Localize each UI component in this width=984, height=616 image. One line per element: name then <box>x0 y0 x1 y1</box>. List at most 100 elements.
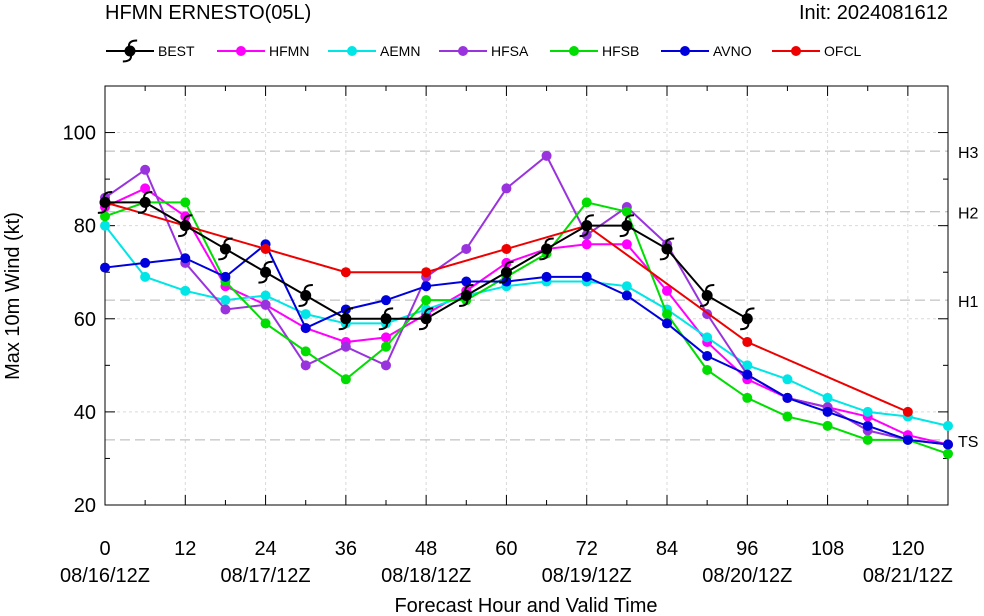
point-hfsa-18 <box>220 304 231 315</box>
series-group <box>97 150 953 459</box>
x-tick-label-120: 120 <box>891 538 924 560</box>
chart-title: HFMN ERNESTO(05L) <box>105 2 311 24</box>
legend-label-avno: AVNO <box>713 43 752 59</box>
x-tick-label-96: 96 <box>736 538 758 560</box>
legend-item-aemn: AEMN <box>328 43 420 59</box>
point-avno-120 <box>902 434 913 445</box>
point-ofcl-96 <box>742 337 753 348</box>
point-avno-72 <box>581 271 592 282</box>
legend-label-hfmn: HFMN <box>269 43 309 59</box>
point-avno-102 <box>782 392 793 403</box>
point-hfmn-78 <box>621 239 632 250</box>
x-tick-label-108: 108 <box>811 538 844 560</box>
legend-marker-best <box>122 39 138 63</box>
point-hfsb-12 <box>180 197 191 208</box>
x-tick-label-48: 48 <box>415 538 437 560</box>
point-hfsb-126 <box>943 448 953 459</box>
point-best-78 <box>619 214 635 238</box>
point-aemn-126 <box>943 420 953 431</box>
legend-label-hfsa: HFSA <box>491 43 529 59</box>
point-hfmn-42 <box>381 332 391 343</box>
point-hfsb-96 <box>742 392 753 403</box>
legend-marker-ofcl <box>791 46 801 56</box>
point-hfsb-108 <box>822 420 833 431</box>
point-best-90 <box>699 284 715 307</box>
point-aemn-18 <box>220 295 231 306</box>
date-label-0: 08/16/12Z <box>60 565 150 587</box>
x-tick-label-24: 24 <box>254 538 276 560</box>
point-best-60 <box>499 260 514 284</box>
point-ofcl-24 <box>260 243 271 254</box>
point-hfsa-60 <box>501 183 512 194</box>
point-avno-66 <box>541 271 552 282</box>
point-ofcl-36 <box>340 267 351 278</box>
point-avno-6 <box>140 257 151 268</box>
point-avno-126 <box>943 439 953 450</box>
axes: 0 12 24 36 48 60 72 84 96 108 120 08/16/12Z 08/17/12… <box>60 86 953 587</box>
legend-marker-hfmn <box>236 46 246 56</box>
point-aemn-108 <box>822 392 833 403</box>
point-best-48 <box>418 307 434 331</box>
point-best-0 <box>97 190 113 214</box>
point-hfsb-84 <box>662 309 672 320</box>
legend-item-hfsa: HFSA <box>439 43 529 59</box>
x-tick-label-12: 12 <box>174 538 196 560</box>
point-ofcl-120 <box>902 406 913 417</box>
legend-item-ofcl: OFCL <box>772 43 862 59</box>
point-hfsa-24 <box>260 299 271 310</box>
grid <box>104 86 948 506</box>
legend-item-hfsb: HFSB <box>550 43 639 59</box>
point-ofcl-48 <box>421 267 432 278</box>
legend-marker-avno <box>680 46 690 56</box>
point-aemn-0 <box>100 220 110 231</box>
point-hfsb-30 <box>300 346 311 357</box>
legend-marker-aemn <box>347 46 357 56</box>
series-line-aemn <box>104 225 949 427</box>
point-hfsb-48 <box>421 295 432 306</box>
point-best-24 <box>258 260 273 284</box>
point-best-18 <box>218 237 233 261</box>
x-tick-label-60: 60 <box>495 538 517 560</box>
threshold-label-h1: H1 <box>958 294 979 311</box>
point-hfsb-78 <box>621 206 632 217</box>
point-aemn-114 <box>862 406 873 417</box>
point-avno-12 <box>180 253 191 264</box>
y-tick-label-20: 20 <box>74 495 96 517</box>
point-best-84 <box>659 237 675 261</box>
point-avno-0 <box>100 262 110 273</box>
point-hfsb-24 <box>260 318 271 329</box>
point-best-42 <box>378 307 394 331</box>
point-hfsa-36 <box>340 341 351 352</box>
legend-label-aemn: AEMN <box>380 43 420 59</box>
point-best-96 <box>740 307 755 331</box>
point-avno-42 <box>381 295 391 306</box>
point-aemn-30 <box>300 309 311 320</box>
x-tick-label-36: 36 <box>335 538 357 560</box>
point-avno-78 <box>621 290 632 301</box>
date-label-1: 08/17/12Z <box>221 565 311 587</box>
legend-marker-hfsb <box>569 46 579 56</box>
point-hfsa-66 <box>541 150 552 161</box>
point-hfmn-84 <box>662 285 672 296</box>
point-avno-96 <box>742 369 753 380</box>
y-tick-label-40: 40 <box>74 402 96 424</box>
date-label-5: 08/21/12Z <box>863 565 953 587</box>
series-line-avno <box>104 242 949 446</box>
point-hfsb-72 <box>581 197 592 208</box>
point-best-66 <box>539 237 554 261</box>
point-avno-90 <box>702 351 713 362</box>
point-avno-18 <box>220 271 231 282</box>
point-avno-30 <box>300 323 311 334</box>
legend-label-ofcl: OFCL <box>824 43 862 59</box>
x-axis-label: Forecast Hour and Valid Time <box>394 595 657 616</box>
x-tick-label-0: 0 <box>99 538 110 560</box>
point-aemn-12 <box>180 285 191 296</box>
series-line-hfsb <box>104 201 949 455</box>
y-tick-label-60: 60 <box>74 309 96 331</box>
legend: BEST HFMN AEMN HFSA HFSB AVNO OFCL <box>106 39 862 63</box>
legend-marker-hfsa <box>458 46 468 56</box>
legend-item-best: BEST <box>106 39 195 63</box>
series-hfsb <box>100 197 953 459</box>
point-best-12 <box>178 214 193 238</box>
